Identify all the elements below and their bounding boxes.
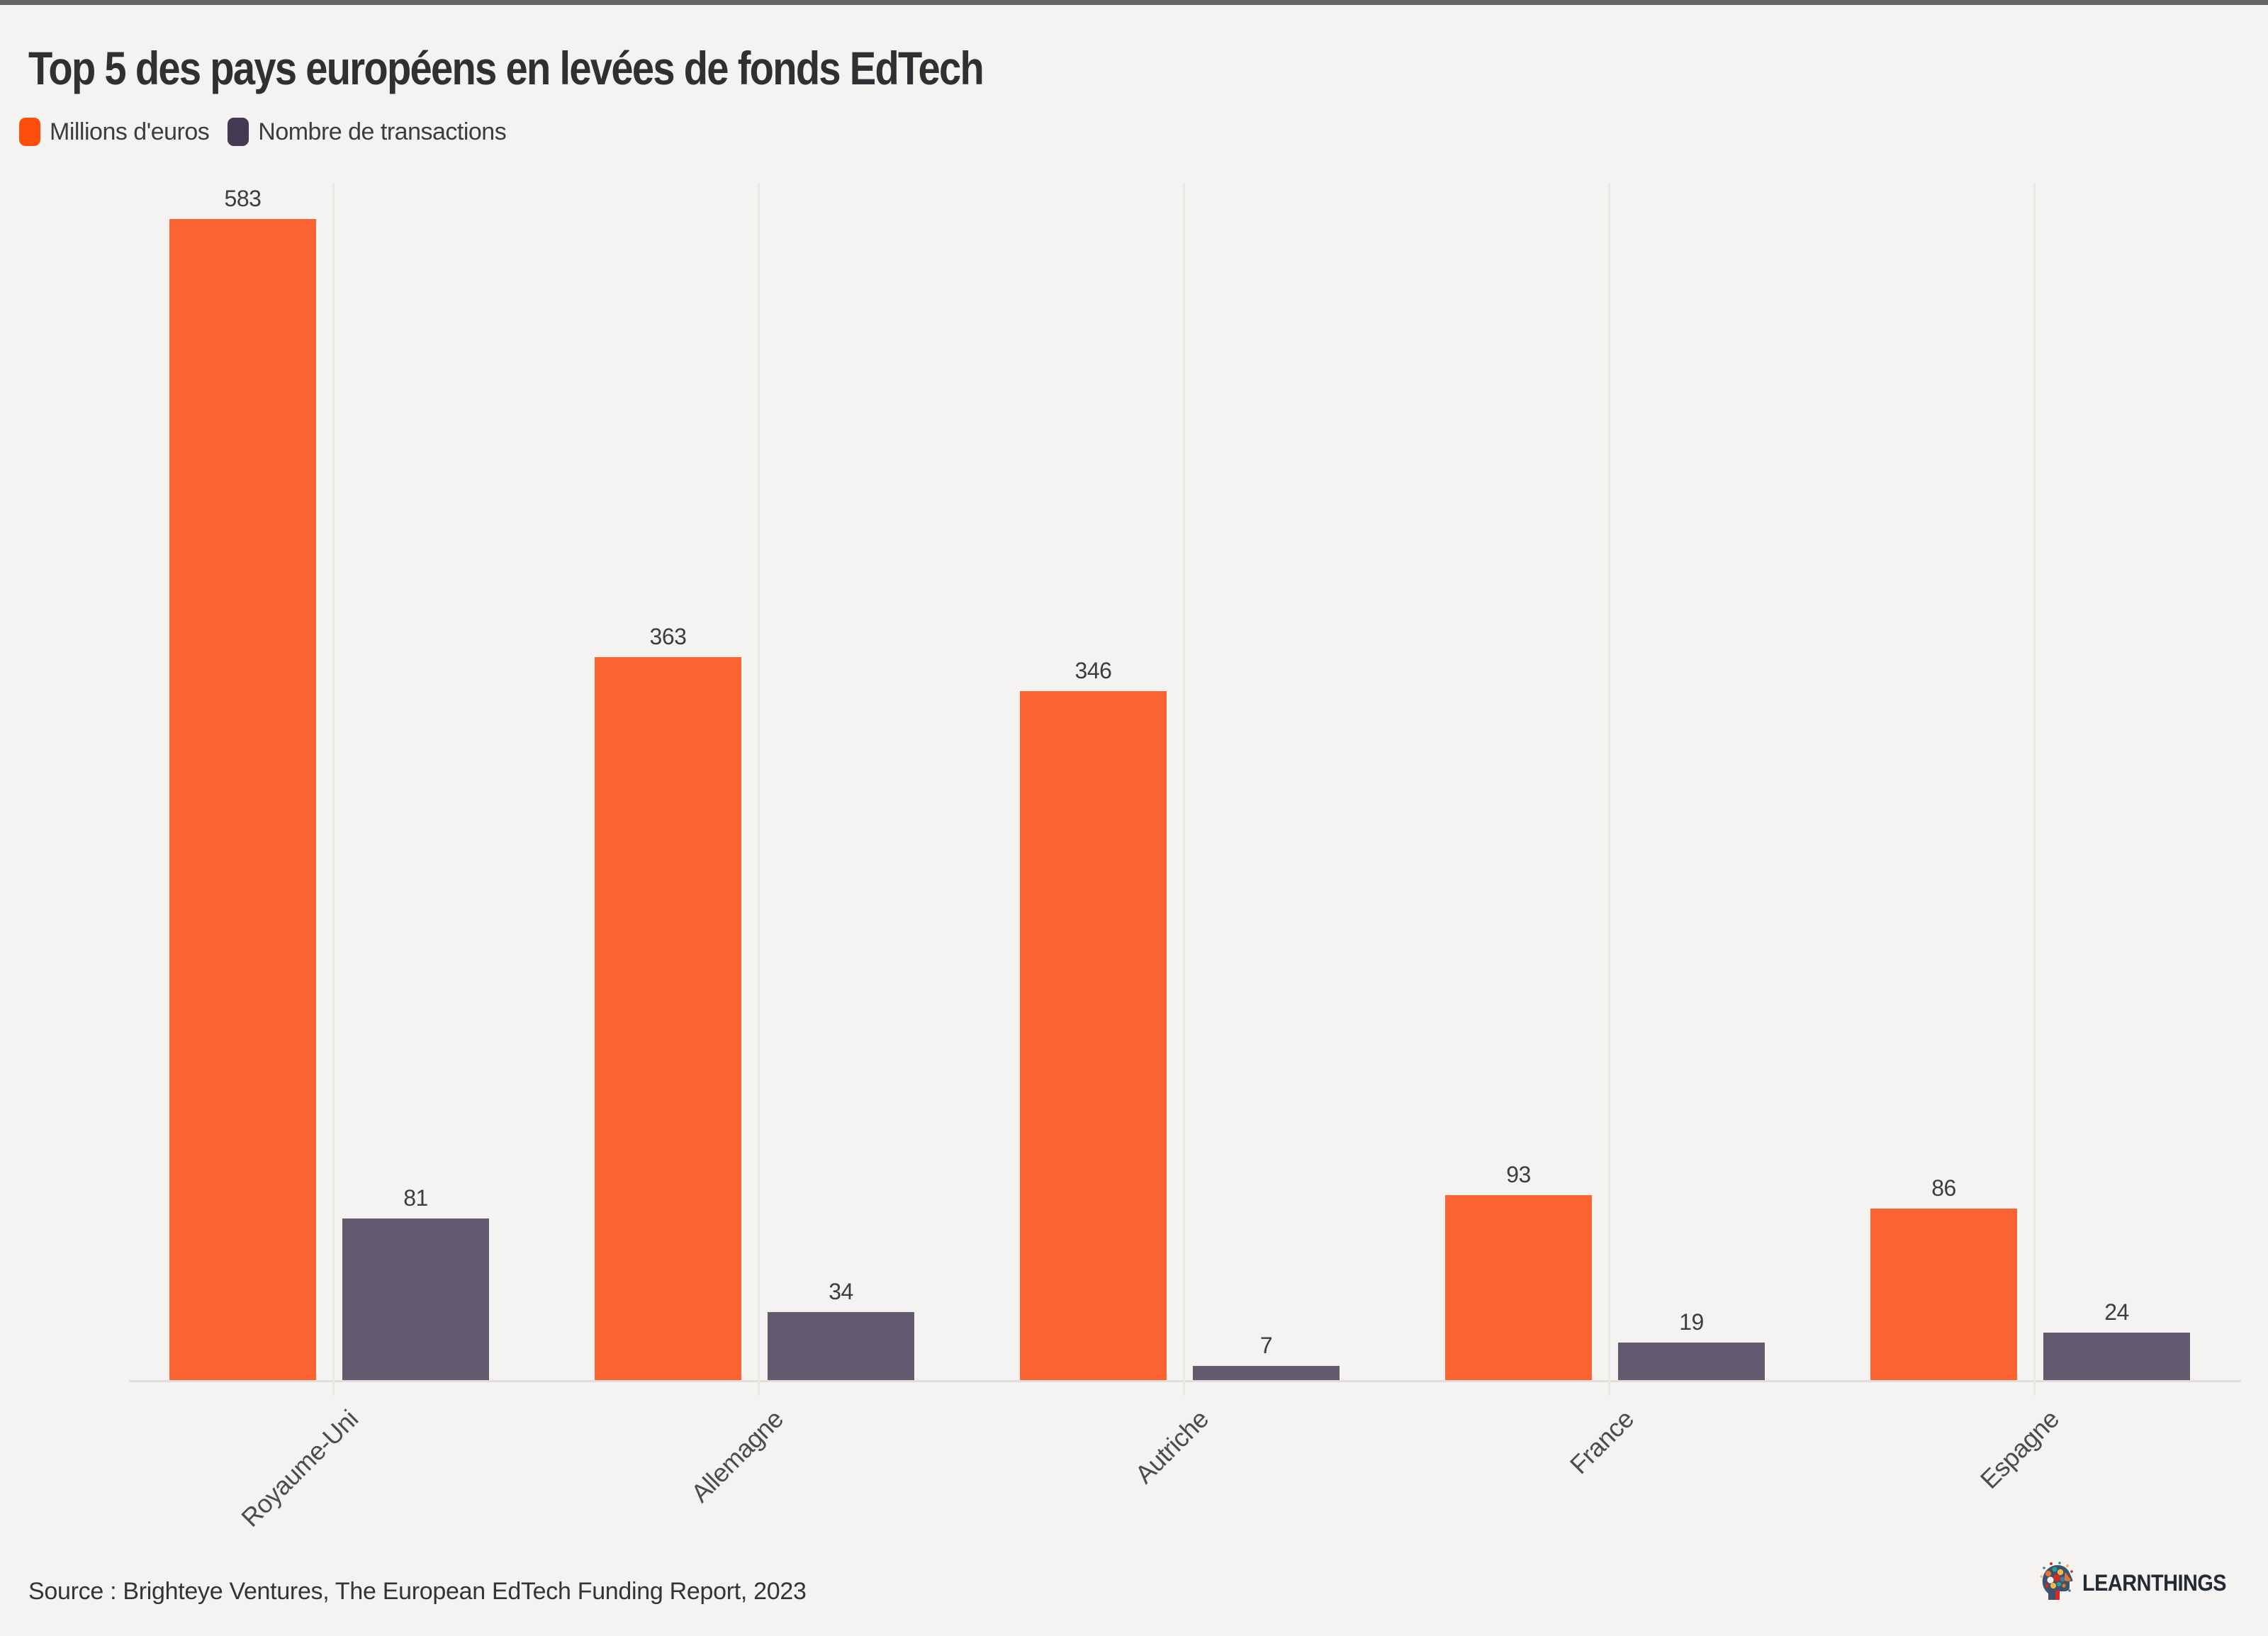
legend-label-transactions: Nombre de transactions bbox=[258, 118, 507, 145]
legend-item-transactions[interactable]: Nombre de transactions bbox=[228, 118, 507, 146]
x-axis-label-espagne: Espagne bbox=[1974, 1404, 2065, 1495]
value-label-millions-d-euros-france: 93 bbox=[1506, 1162, 1531, 1187]
bar-millions-d-euros-france[interactable] bbox=[1445, 1195, 1592, 1380]
category-gridline-espagne bbox=[2033, 183, 2036, 1396]
category-gridline-royaume-uni bbox=[332, 183, 335, 1396]
bar-nombre-de-transactions-espagne[interactable] bbox=[2043, 1333, 2190, 1380]
chart-title: Top 5 des pays européens en levées de fo… bbox=[28, 42, 984, 94]
legend-label-millions: Millions d'euros bbox=[50, 118, 210, 145]
bar-nombre-de-transactions-royaume-uni[interactable] bbox=[342, 1218, 489, 1380]
value-label-nombre-de-transactions-royaume-uni: 81 bbox=[403, 1185, 428, 1211]
value-label-nombre-de-transactions-espagne: 24 bbox=[2104, 1299, 2129, 1325]
category-gridline-france bbox=[1608, 183, 1610, 1396]
value-label-millions-d-euros-autriche: 346 bbox=[1074, 658, 1112, 683]
learnthings-logo-text: LEARNTHINGS bbox=[2082, 1570, 2227, 1596]
x-axis-label-autriche: Autriche bbox=[1129, 1404, 1214, 1489]
x-axis-line bbox=[129, 1380, 2241, 1382]
legend: Millions d'euros Nombre de transactions bbox=[19, 118, 524, 146]
value-label-millions-d-euros-allemagne: 363 bbox=[649, 624, 687, 649]
value-label-millions-d-euros-royaume-uni: 583 bbox=[224, 186, 262, 211]
source-caption: Source : Brighteye Ventures, The Europea… bbox=[28, 1578, 807, 1605]
bar-millions-d-euros-royaume-uni[interactable] bbox=[169, 219, 316, 1380]
value-label-nombre-de-transactions-autriche: 7 bbox=[1259, 1333, 1273, 1358]
category-gridline-allemagne bbox=[758, 183, 760, 1396]
bar-nombre-de-transactions-allemagne[interactable] bbox=[768, 1312, 914, 1380]
legend-item-millions[interactable]: Millions d'euros bbox=[19, 118, 210, 146]
learnthings-head-icon bbox=[2038, 1559, 2075, 1607]
legend-swatch-transactions-icon bbox=[228, 118, 249, 146]
category-gridline-autriche bbox=[1183, 183, 1185, 1396]
x-axis-label-france: France bbox=[1564, 1404, 1639, 1480]
bar-nombre-de-transactions-france[interactable] bbox=[1618, 1343, 1765, 1380]
bar-millions-d-euros-autriche[interactable] bbox=[1020, 691, 1167, 1380]
bar-millions-d-euros-espagne[interactable] bbox=[1870, 1209, 2017, 1380]
value-label-millions-d-euros-espagne: 86 bbox=[1931, 1175, 1956, 1201]
legend-swatch-millions-icon bbox=[19, 118, 40, 146]
value-label-nombre-de-transactions-allemagne: 34 bbox=[829, 1279, 853, 1304]
bar-nombre-de-transactions-autriche[interactable] bbox=[1193, 1366, 1340, 1380]
bar-millions-d-euros-allemagne[interactable] bbox=[595, 657, 741, 1380]
learnthings-logo[interactable]: LEARNTHINGS bbox=[2038, 1559, 2242, 1607]
top-accent-bar bbox=[0, 0, 2268, 5]
value-label-nombre-de-transactions-france: 19 bbox=[1679, 1309, 1704, 1335]
